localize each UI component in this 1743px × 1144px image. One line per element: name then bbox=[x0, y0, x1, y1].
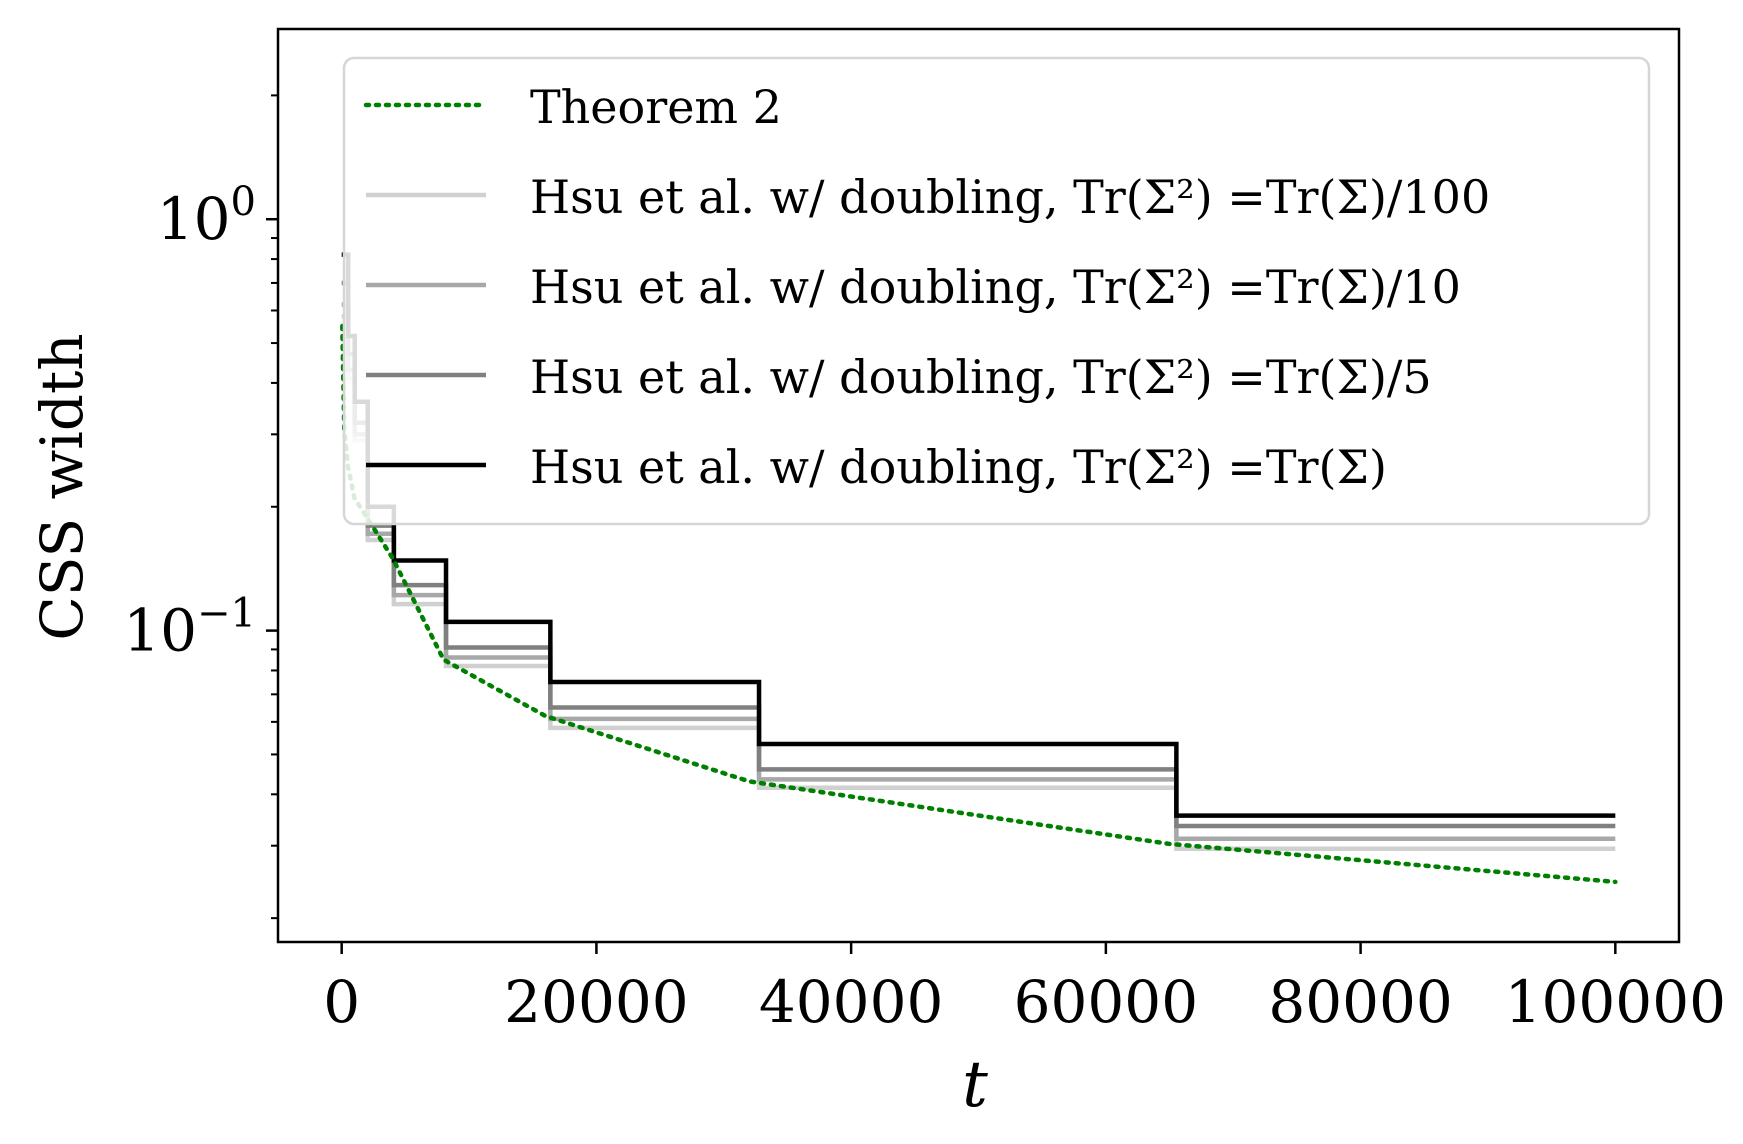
legend-label-3: Hsu et al. w/ doubling, Tr(Σ²) =Tr(Σ)/5 bbox=[530, 350, 1432, 404]
x-tick-label-4: 80000 bbox=[1268, 968, 1453, 1036]
legend-label-1: Hsu et al. w/ doubling, Tr(Σ²) =Tr(Σ)/10… bbox=[530, 170, 1490, 224]
legend: Theorem 2 Hsu et al. w/ doubling, Tr(Σ²) … bbox=[342, 56, 1651, 526]
legend-box bbox=[342, 56, 1651, 526]
y-tick-label-1: 100 bbox=[157, 179, 256, 253]
x-tick-label-3: 60000 bbox=[1014, 968, 1199, 1036]
y-tick-label-0: 10−1 bbox=[123, 591, 256, 665]
x-tick-label-5: 100000 bbox=[1505, 968, 1726, 1036]
legend-label-2: Hsu et al. w/ doubling, Tr(Σ²) =Tr(Σ)/10 bbox=[530, 260, 1461, 314]
x-axis-title: t bbox=[962, 1048, 988, 1122]
plot-frame bbox=[276, 27, 1681, 944]
x-tick-label-1: 20000 bbox=[504, 968, 689, 1036]
legend-label-0: Theorem 2 bbox=[530, 80, 782, 134]
legend-label-4: Hsu et al. w/ doubling, Tr(Σ²) =Tr(Σ) bbox=[530, 440, 1387, 494]
x-tick-label-0: 0 bbox=[323, 968, 360, 1036]
x-tick-label-2: 40000 bbox=[759, 968, 944, 1036]
y-axis-title: CSS width bbox=[28, 333, 96, 640]
axes-layer: 0 20000 40000 60000 80000 100000 10−1 100 bbox=[123, 27, 1726, 1036]
